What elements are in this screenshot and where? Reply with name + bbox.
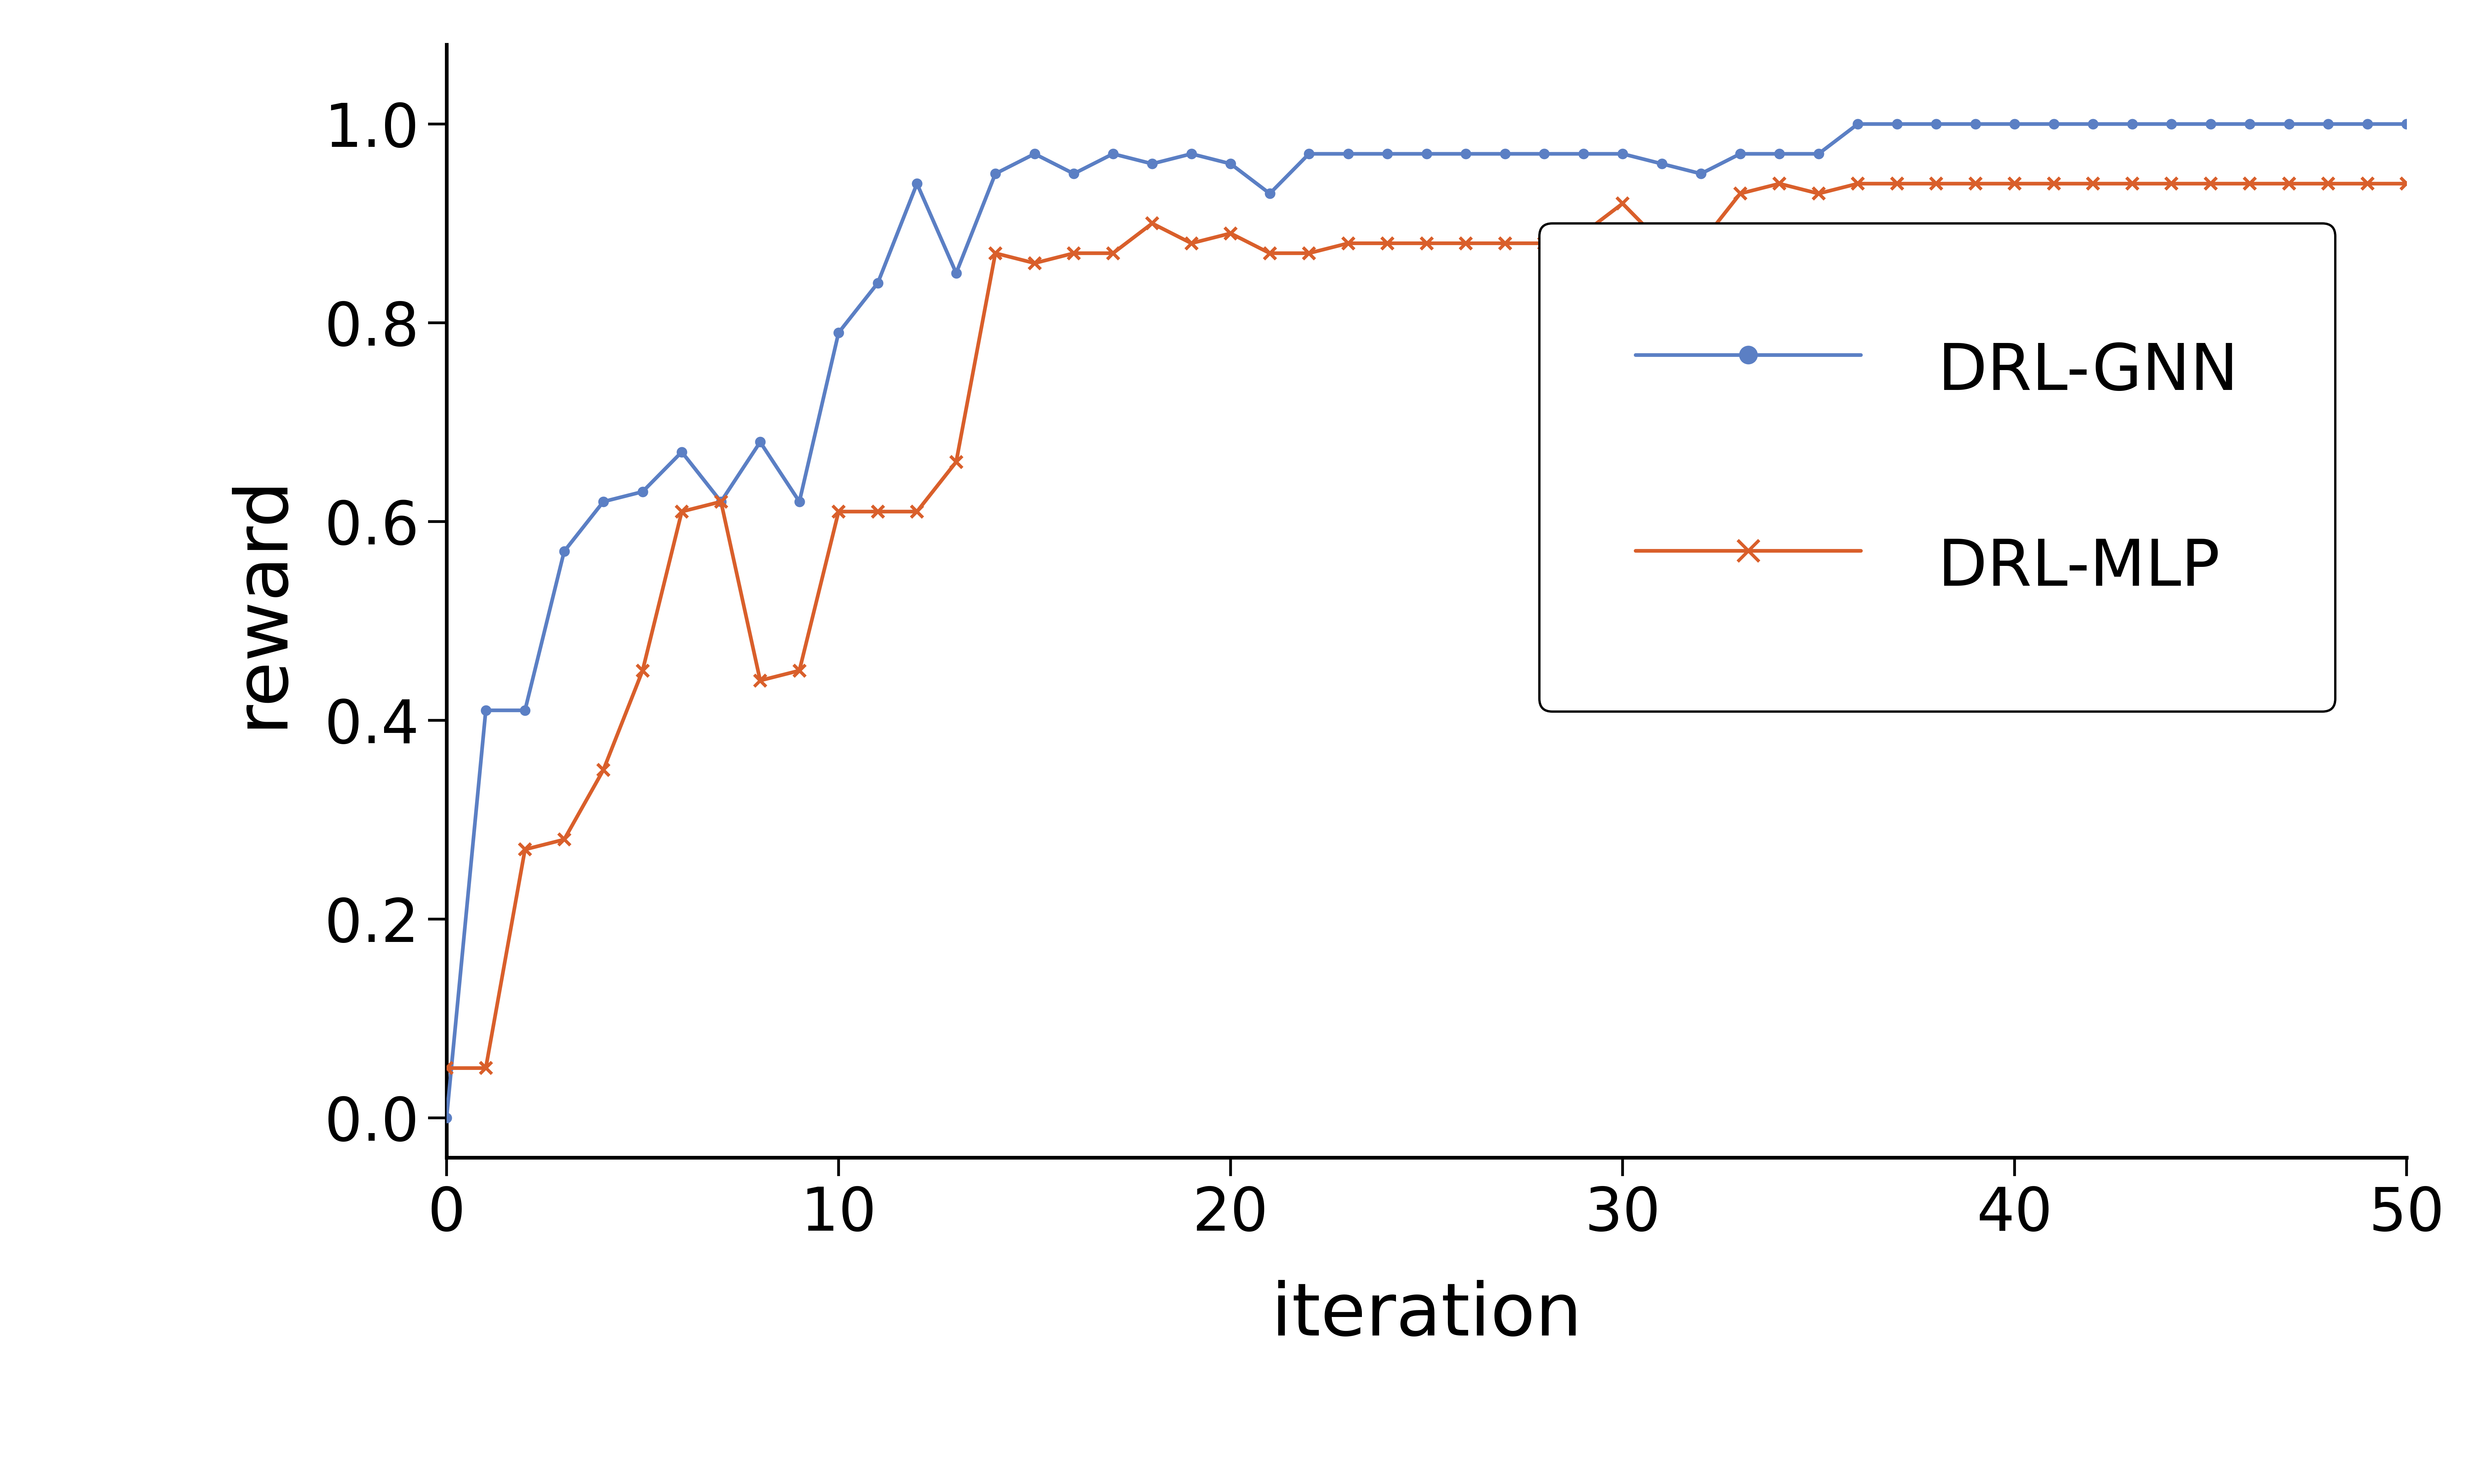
DRL-GNN: [1020, 145, 1049, 163]
DRL-GNN: [1059, 165, 1089, 183]
X-axis label: iteration: iteration: [1270, 1281, 1583, 1350]
DRL-MLP: [1764, 175, 1794, 193]
DRL-MLP: [432, 1060, 461, 1077]
DRL-MLP: [1020, 254, 1049, 272]
DRL-MLP: [1724, 184, 1754, 202]
DRL-GNN: [2352, 116, 2382, 134]
Legend: DRL-GNN, DRL-MLP: DRL-GNN, DRL-MLP: [1538, 224, 2335, 711]
DRL-MLP: [1059, 245, 1089, 263]
DRL-GNN: [1883, 116, 1913, 134]
DRL-MLP: [2352, 175, 2382, 193]
DRL-GNN: [1724, 145, 1754, 163]
Y-axis label: reward: reward: [226, 473, 298, 729]
DRL-MLP: [1883, 175, 1913, 193]
DRL-GNN: [863, 275, 893, 292]
DRL-MLP: [2392, 175, 2421, 193]
Line: DRL-MLP: DRL-MLP: [442, 178, 2412, 1074]
DRL-MLP: [863, 503, 893, 521]
DRL-GNN: [1843, 116, 1873, 134]
DRL-GNN: [2392, 116, 2421, 134]
DRL-GNN: [432, 1109, 461, 1126]
Line: DRL-GNN: DRL-GNN: [442, 119, 2412, 1123]
